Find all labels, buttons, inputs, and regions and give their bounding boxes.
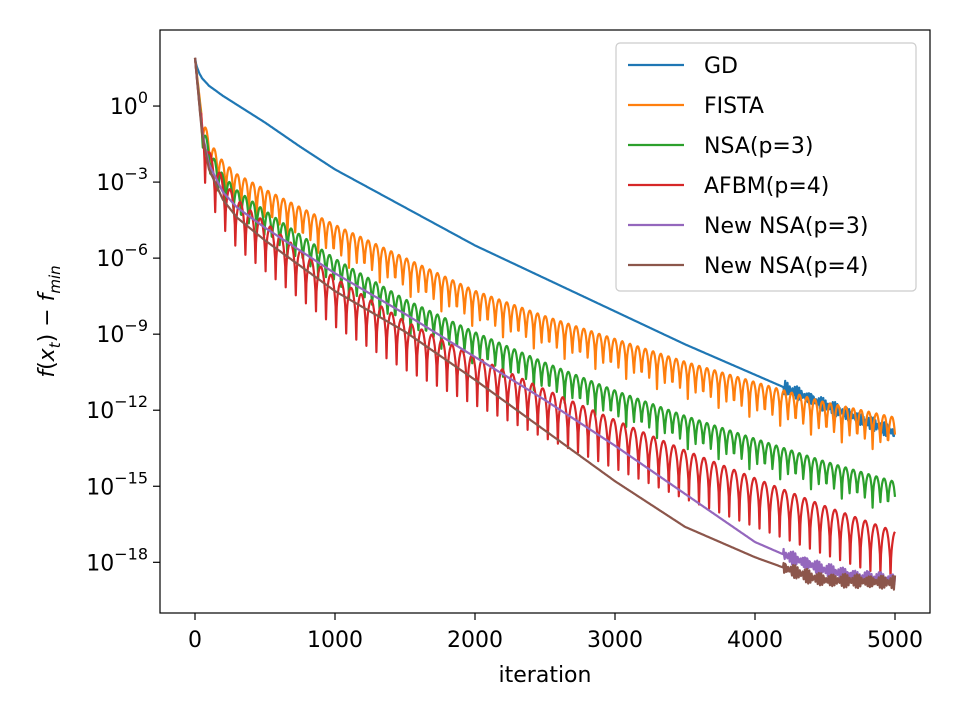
x-tick-label: 2000 [447,628,503,653]
series-line-new-nsa-p-3 [193,57,897,587]
legend-box [615,42,917,292]
series-layer [193,57,897,591]
series-line-afbm-p-4 [193,57,896,580]
series-line-fista [193,57,897,451]
legend-label: New NSA(p=3) [704,214,868,239]
axes-frame [159,29,931,614]
y-tick-label: 10−18 [86,544,148,576]
x-tick-label: 1000 [307,628,363,653]
legend: GD FISTA NSA(p=3) AFBM(p=4) New NSA(p=3) New … [615,42,917,292]
y-tick-label: 10−3 [96,164,148,196]
series-line-nsa-p-3 [193,57,897,509]
y-axis-ticks: 100 10−3 10−6 10−9 10−12 10−15 10−18 [86,88,160,576]
legend-label: GD [704,54,738,79]
y-tick-label: 10−12 [86,392,148,424]
x-tick-label: 4000 [727,628,783,653]
y-axis-label: f(xt) − fmin [35,265,64,377]
y-tick-label: 10−15 [86,468,148,500]
x-axis-ticks: 0 1000 2000 3000 4000 5000 [188,613,923,653]
x-tick-label: 0 [188,628,202,653]
legend-label: NSA(p=3) [704,134,813,159]
legend-label: FISTA [704,94,764,119]
x-tick-label: 5000 [867,628,923,653]
series-line-new-nsa-p-4 [193,57,897,591]
legend-label: AFBM(p=4) [704,174,829,199]
legend-label: New NSA(p=4) [704,254,868,279]
x-tick-label: 3000 [587,628,643,653]
y-tick-label: 100 [110,88,148,120]
y-tick-label: 10−9 [96,316,148,348]
x-axis-label: iteration [499,663,592,688]
y-axis-label-text: f(xt) − fmin [35,265,64,377]
series-line-gd [193,57,896,438]
y-tick-label: 10−6 [96,240,148,272]
